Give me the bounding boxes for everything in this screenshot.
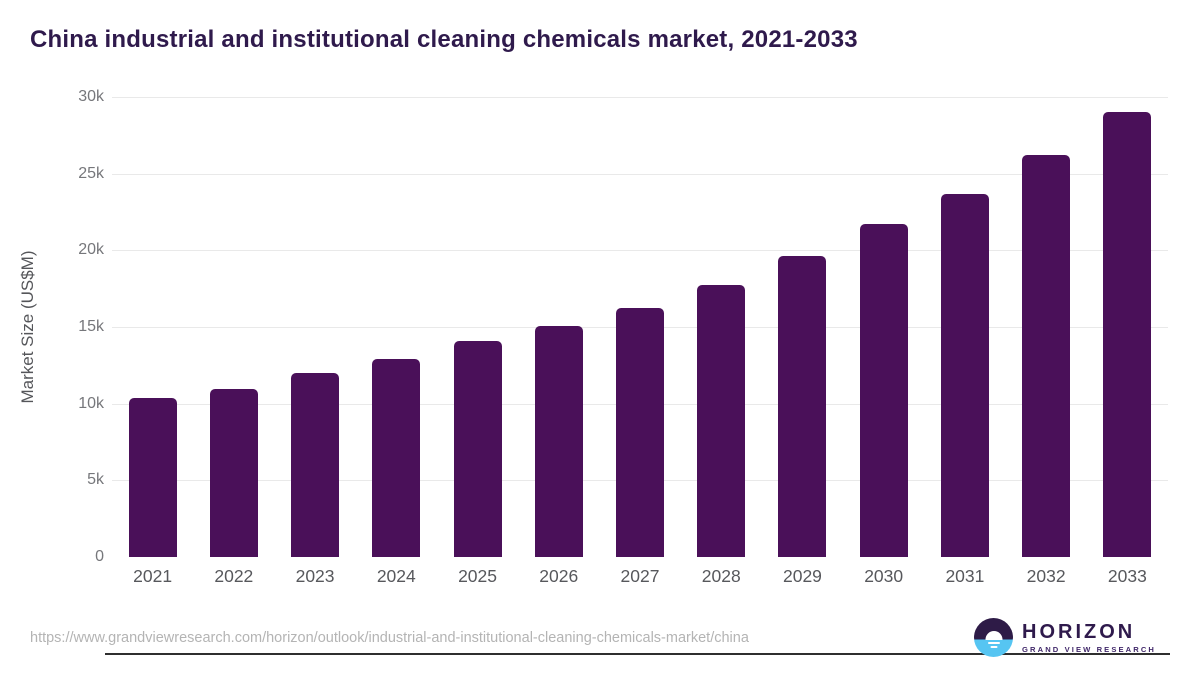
- y-axis-title: Market Size (US$M): [18, 250, 37, 404]
- bar-2022[interactable]: [209, 389, 258, 557]
- bar-2030[interactable]: [859, 224, 908, 557]
- bar-2028[interactable]: [697, 284, 746, 557]
- gridline-25k: [112, 173, 1168, 175]
- gridline-20k: [112, 250, 1168, 252]
- y-tick-10k: 10k: [78, 394, 104, 412]
- bar-2027[interactable]: [616, 307, 664, 557]
- x-tick-2022: 2022: [214, 566, 254, 586]
- x-tick-2029: 2029: [782, 566, 822, 586]
- x-axis-line: [105, 653, 1170, 655]
- bar-2025[interactable]: [453, 340, 502, 557]
- y-tick-30k: 30k: [78, 88, 104, 105]
- logo-brand-name: HORIZON: [1022, 620, 1136, 643]
- bar-2024[interactable]: [372, 359, 421, 557]
- source-url: https://www.grandviewresearch.com/horizo…: [30, 630, 749, 646]
- bar-2033[interactable]: [1103, 112, 1152, 557]
- y-tick-20k: 20k: [78, 241, 104, 259]
- y-tick-5k: 5k: [87, 471, 104, 489]
- plot-area: 0 5k 10k 15k 20k 25k 30k Market Size (US$M) 20…: [18, 88, 1170, 655]
- bar-2029[interactable]: [778, 256, 827, 557]
- logo-sun-dome: [985, 630, 1003, 640]
- y-tick-0: 0: [95, 548, 104, 565]
- logo-text: HORIZON GRAND VIEW RESEARCH: [1022, 620, 1156, 654]
- y-tick-25k: 25k: [78, 164, 104, 182]
- bar-2026[interactable]: [534, 326, 583, 557]
- bar-2023[interactable]: [291, 373, 340, 557]
- x-tick-2027: 2027: [620, 566, 660, 586]
- x-tick-2026: 2026: [539, 566, 579, 586]
- logo-sub-brand: GRAND VIEW RESEARCH: [1022, 644, 1156, 654]
- x-tick-2030: 2030: [864, 566, 904, 586]
- logo-horizon-line-short: [990, 646, 998, 648]
- chart-title: China industrial and institutional clean…: [30, 26, 858, 53]
- bar-2032[interactable]: [1022, 155, 1071, 557]
- horizon-logo: HORIZON GRAND VIEW RESEARCH: [974, 618, 1156, 657]
- x-tick-2033: 2033: [1107, 566, 1147, 586]
- logo-horizon-line: [987, 642, 1000, 644]
- x-tick-2024: 2024: [376, 566, 416, 586]
- y-tick-15k: 15k: [78, 318, 104, 335]
- x-tick-2028: 2028: [701, 566, 741, 586]
- x-tick-2032: 2032: [1026, 566, 1066, 586]
- x-tick-2023: 2023: [295, 566, 335, 586]
- x-tick-2031: 2031: [945, 566, 985, 586]
- x-tick-2021: 2021: [133, 566, 173, 586]
- x-tick-2025: 2025: [458, 566, 497, 586]
- gridline-30k: [112, 97, 1168, 98]
- bar-2021[interactable]: [128, 398, 177, 557]
- bar-2031[interactable]: [940, 193, 989, 557]
- horizon-sunrise-circle-icon: [974, 618, 1014, 657]
